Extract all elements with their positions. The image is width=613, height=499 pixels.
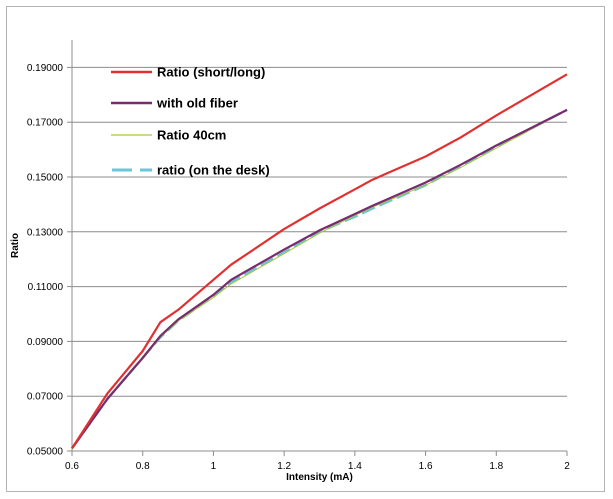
series-line-3: [71, 109, 568, 450]
y-tick-label: 0.15000: [27, 173, 64, 184]
y-tick-label: 0.11000: [28, 282, 64, 293]
y-tick-label: 0.09000: [27, 337, 64, 348]
y-axis-title: Ratio: [10, 233, 21, 258]
x-axis-title: Intensity (mA): [286, 472, 353, 483]
series-line-2: [71, 108, 568, 449]
y-tick-label: 0.05000: [27, 447, 64, 458]
y-tick-label: 0.13000: [27, 227, 64, 238]
x-tick-label: 1.6: [419, 461, 433, 472]
series-line-1: [71, 73, 568, 449]
legend-label: Ratio 40cm: [157, 128, 226, 143]
y-tick-label: 0.19000: [27, 63, 64, 74]
legend-label: ratio (on the desk): [157, 163, 270, 178]
x-tick-label: 1: [211, 461, 217, 472]
x-tick-label: 1.8: [489, 461, 503, 472]
legend-label: with old fiber: [156, 96, 238, 111]
x-tick-label: 1.4: [348, 461, 362, 472]
x-tick-label: 0.8: [136, 461, 150, 472]
series-lines: [70, 73, 568, 450]
legend-label: Ratio (short/long): [157, 65, 265, 80]
y-tick-label: 0.17000: [27, 118, 64, 129]
x-tick-label: 1.2: [277, 461, 291, 472]
legend: Ratio (short/long) with old fiber Ratio 40…: [111, 65, 270, 178]
chart-frame: [6, 6, 605, 492]
x-tick-label: 0.6: [65, 461, 79, 472]
y-tick-label: 0.07000: [27, 392, 64, 403]
axes: [71, 40, 567, 452]
x-axis-ticks: 0.6 0.8 1 1.2 1.4 1.6 1.8 2: [65, 451, 570, 472]
y-axis-ticks: 0.05000 0.07000 0.09000 0.11000 0.13000 0.150…: [27, 63, 72, 458]
series-line-4: [70, 108, 568, 450]
x-tick-label: 2: [564, 461, 570, 472]
